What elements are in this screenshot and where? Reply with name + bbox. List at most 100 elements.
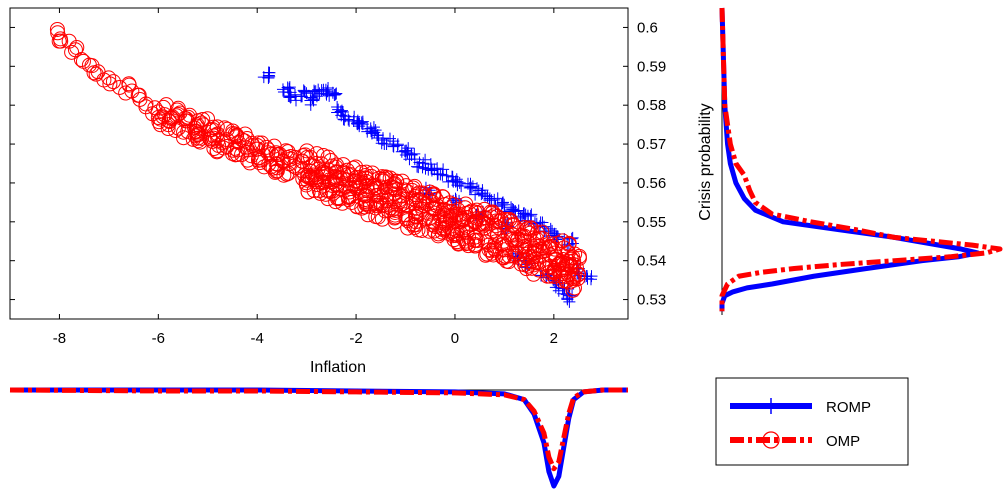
- x-tick-label: -6: [152, 330, 165, 347]
- romp-point: [282, 89, 295, 102]
- omp-point: [61, 33, 77, 49]
- romp-point: [297, 84, 310, 97]
- romp-point: [403, 153, 416, 166]
- omp-point: [335, 157, 351, 173]
- omp-point: [101, 70, 117, 86]
- omp-point: [566, 257, 582, 273]
- omp-point: [105, 74, 121, 90]
- romp-point: [464, 181, 477, 194]
- omp-point: [327, 176, 343, 192]
- omp-point: [320, 149, 336, 165]
- romp-point: [335, 109, 348, 122]
- omp-point: [408, 217, 424, 233]
- main-y-ticks: 0.53 0.54 0.55 0.56 0.57 0.58 0.59 0.6: [10, 19, 666, 309]
- omp-point: [240, 152, 256, 168]
- omp-point: [320, 162, 336, 178]
- omp-point: [211, 138, 227, 154]
- omp-point: [408, 214, 424, 230]
- romp-point: [479, 189, 492, 202]
- omp-point: [379, 193, 395, 209]
- y-tick-label: 0.54: [637, 253, 666, 270]
- omp-point: [507, 247, 523, 263]
- omp-point: [102, 76, 118, 92]
- omp-point: [407, 189, 423, 205]
- omp-point: [84, 58, 100, 74]
- omp-point: [571, 266, 587, 282]
- omp-point: [387, 180, 403, 196]
- omp-point: [299, 149, 315, 165]
- bottom-density-omp: [9, 387, 628, 472]
- omp-point: [426, 186, 442, 202]
- omp-point: [563, 250, 579, 266]
- legend-entry-romp: ROMP: [730, 398, 871, 416]
- omp-point: [64, 44, 80, 60]
- omp-point: [209, 143, 225, 159]
- omp-point: [300, 184, 316, 200]
- omp-point: [535, 231, 551, 247]
- x-tick-label: -2: [349, 330, 362, 347]
- omp-point: [240, 142, 256, 158]
- romp-point: [561, 238, 574, 251]
- romp-point: [451, 179, 464, 192]
- omp-point: [190, 133, 206, 149]
- omp-point: [368, 209, 384, 225]
- y-tick-label: 0.56: [637, 175, 666, 192]
- y-tick-label: 0.58: [637, 97, 666, 114]
- omp-point: [517, 220, 533, 236]
- romp-point: [308, 85, 321, 98]
- romp-point: [524, 210, 537, 223]
- x-tick-label: -8: [53, 330, 66, 347]
- omp-point: [280, 144, 296, 160]
- y-tick-label: 0.55: [637, 214, 666, 231]
- legend-romp-label: ROMP: [826, 399, 871, 416]
- romp-point: [461, 177, 474, 190]
- omp-point: [444, 223, 460, 239]
- omp-point: [341, 189, 357, 205]
- omp-point: [388, 182, 404, 198]
- omp-point: [358, 194, 374, 210]
- romp-point: [296, 90, 309, 103]
- omp-point: [486, 240, 502, 256]
- omp-point: [300, 169, 316, 185]
- omp-point: [333, 181, 349, 197]
- omp-point: [160, 121, 176, 137]
- romp-point: [402, 142, 415, 155]
- bottom-density-panel: [9, 387, 628, 489]
- romp-point: [496, 197, 509, 210]
- omp-point: [379, 170, 395, 186]
- omp-point: [567, 246, 583, 262]
- romp-point: [431, 168, 444, 181]
- omp-point: [169, 102, 185, 118]
- omp-point: [49, 21, 65, 37]
- omp-point: [566, 280, 582, 296]
- omp-point: [202, 122, 218, 138]
- omp-point: [565, 249, 581, 265]
- omp-point: [250, 135, 266, 151]
- romp-point: [328, 89, 341, 102]
- legend: ROMP OMP: [715, 377, 909, 466]
- omp-point: [53, 33, 69, 49]
- romp-point: [450, 173, 463, 186]
- omp-point: [497, 211, 513, 227]
- omp-point: [400, 220, 416, 236]
- omp-point: [339, 162, 355, 178]
- romp-point: [322, 81, 335, 94]
- romp-point: [276, 83, 289, 96]
- legend-box: [715, 377, 909, 466]
- main-scatter-panel: -8 -6 -4 -2 0 2 0.530.540.550.560.570.580.590…: [9, 7, 714, 376]
- omp-point: [269, 156, 285, 172]
- omp-point: [328, 169, 344, 185]
- omp-point: [318, 186, 334, 202]
- romp-point: [563, 289, 576, 302]
- romp-point: [440, 169, 453, 182]
- omp-point: [427, 201, 443, 217]
- bottom-density-layer: [9, 387, 628, 489]
- romp-point: [491, 192, 504, 205]
- omp-point: [443, 211, 459, 227]
- omp-point: [278, 143, 294, 159]
- right-density-romp: [719, 7, 981, 312]
- omp-point: [488, 234, 504, 250]
- romp-point: [284, 91, 297, 104]
- omp-point: [370, 187, 386, 203]
